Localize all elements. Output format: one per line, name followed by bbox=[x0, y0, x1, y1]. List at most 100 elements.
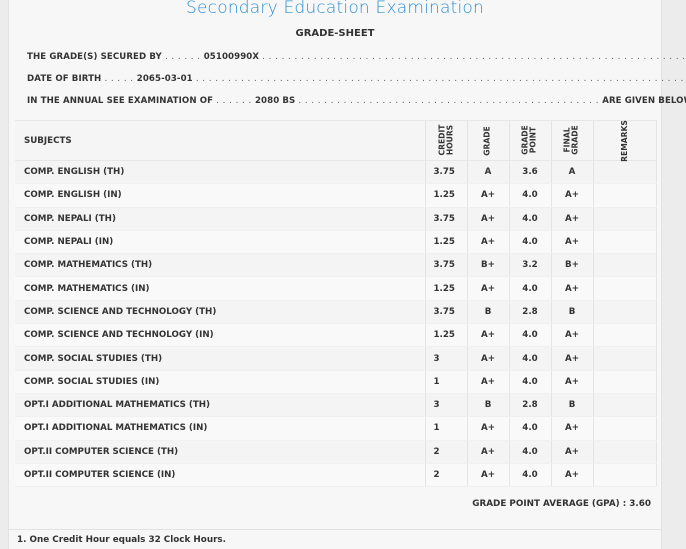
table-row: COMP. MATHEMATICS (IN) 1.25 A+ 4.0 A+ bbox=[15, 276, 657, 301]
grade-cell: A+ bbox=[466, 183, 509, 208]
grade-sheet: Secondary Education Examination GRADE-SH… bbox=[8, 0, 686, 549]
grade-cell: A+ bbox=[466, 463, 509, 488]
subject-cell: COMP. SCIENCE AND TECHNOLOGY (IN) bbox=[15, 323, 425, 348]
grade-cell: A+ bbox=[466, 346, 509, 371]
dot-leader: . . . . . bbox=[104, 74, 137, 84]
grade-point-cell: 4.0 bbox=[508, 463, 551, 488]
exam-label: IN THE ANNUAL SEE EXAMINATION OF bbox=[27, 96, 214, 106]
subject-cell: COMP. SOCIAL STUDIES (TH) bbox=[15, 346, 425, 371]
table-row: COMP. ENGLISH (TH) 3.75 A 3.6 A bbox=[15, 160, 657, 185]
final-grade-cell: A+ bbox=[550, 416, 593, 441]
subject-cell: COMP. ENGLISH (TH) bbox=[15, 160, 425, 185]
final-grade-cell: A+ bbox=[550, 276, 593, 301]
remarks-cell bbox=[592, 253, 657, 278]
credit-hours-cell: 3.75 bbox=[424, 160, 467, 185]
dot-leader: . . . . . . . . . . . . . . . . . . . . … bbox=[262, 52, 686, 62]
remarks-cell bbox=[592, 370, 657, 394]
remarks-cell bbox=[592, 183, 657, 208]
info-exam: IN THE ANNUAL SEE EXAMINATION OF . . . .… bbox=[27, 96, 686, 106]
final-grade-cell: A+ bbox=[550, 207, 593, 231]
credit-hours-cell: 1.25 bbox=[424, 230, 467, 255]
credit-hours-cell: 2 bbox=[424, 440, 467, 464]
remarks-cell bbox=[592, 463, 657, 488]
grade-point-cell: 2.8 bbox=[508, 300, 551, 325]
table-row: COMP. SOCIAL STUDIES (IN) 1 A+ 4.0 A+ bbox=[15, 370, 657, 394]
grade-point-cell: 4.0 bbox=[508, 440, 551, 464]
header-grade-label: GRADE bbox=[482, 125, 492, 156]
exam-suffix: ARE GIVEN BELOW bbox=[602, 96, 686, 106]
credit-hours-cell: 3 bbox=[424, 346, 467, 371]
table-row: COMP. NEPALI (TH) 3.75 A+ 4.0 A+ bbox=[15, 207, 657, 231]
table-body: COMP. ENGLISH (TH) 3.75 A 3.6 A COMP. ENGLISH… bbox=[15, 160, 657, 488]
header-remarks: REMARKS bbox=[592, 119, 657, 162]
final-grade-cell: A+ bbox=[550, 323, 593, 348]
remarks-cell bbox=[592, 440, 657, 464]
grades-table: SUBJECTS CREDIT HOURS GRADE GRADE POINT FI… bbox=[15, 119, 657, 488]
table-row: COMP. SOCIAL STUDIES (TH) 3 A+ 4.0 A+ bbox=[15, 346, 657, 371]
grades-table-container: SUBJECTS CREDIT HOURS GRADE GRADE POINT FI… bbox=[15, 119, 657, 488]
final-grade-cell: A+ bbox=[550, 370, 593, 394]
grade-cell: A+ bbox=[466, 323, 509, 348]
subject-cell: COMP. MATHEMATICS (TH) bbox=[15, 253, 425, 278]
grade-cell: A+ bbox=[466, 276, 509, 301]
grade-point-cell: 4.0 bbox=[508, 346, 551, 371]
header-final-grade: FINAL GRADE bbox=[550, 120, 593, 161]
subject-cell: COMP. NEPALI (TH) bbox=[15, 207, 425, 231]
grade-cell: A+ bbox=[466, 207, 509, 231]
grade-cell: B bbox=[466, 300, 509, 325]
grade-point-cell: 4.0 bbox=[508, 323, 551, 348]
table-row: COMP. SCIENCE AND TECHNOLOGY (IN) 1.25 A+ 4… bbox=[15, 323, 657, 348]
credit-hours-cell: 1.25 bbox=[424, 183, 467, 208]
subject-cell: OPT.I ADDITIONAL MATHEMATICS (TH) bbox=[15, 393, 425, 418]
dot-leader: . . . . . . . . . . . . . . . . . . . . … bbox=[195, 74, 686, 84]
table-row: OPT.II COMPUTER SCIENCE (TH) 2 A+ 4.0 A+ bbox=[15, 440, 657, 464]
remarks-cell bbox=[592, 300, 657, 325]
table-row: COMP. SCIENCE AND TECHNOLOGY (TH) 3.75 B 2.… bbox=[15, 300, 657, 325]
grade-point-cell: 4.0 bbox=[508, 370, 551, 394]
credit-hours-cell: 1.25 bbox=[424, 323, 467, 348]
grade-cell: A bbox=[466, 160, 509, 185]
remarks-cell bbox=[592, 393, 657, 418]
info-secured-by: THE GRADE(S) SECURED BY . . . . . . 0510… bbox=[27, 52, 686, 62]
subject-cell: COMP. SOCIAL STUDIES (IN) bbox=[15, 370, 425, 394]
subject-cell: OPT.I ADDITIONAL MATHEMATICS (IN) bbox=[15, 416, 425, 441]
credit-hours-cell: 1 bbox=[424, 416, 467, 441]
remarks-cell bbox=[592, 346, 657, 371]
table-row: COMP. MATHEMATICS (TH) 3.75 B+ 3.2 B+ bbox=[15, 253, 657, 278]
final-grade-cell: A+ bbox=[550, 440, 593, 464]
grade-point-cell: 4.0 bbox=[508, 416, 551, 441]
final-grade-cell: A+ bbox=[550, 183, 593, 208]
credit-hours-cell: 3.75 bbox=[424, 300, 467, 325]
subject-cell: OPT.II COMPUTER SCIENCE (TH) bbox=[15, 440, 425, 464]
remarks-cell bbox=[592, 207, 657, 231]
subject-cell: COMP. SCIENCE AND TECHNOLOGY (TH) bbox=[15, 300, 425, 325]
final-grade-cell: A+ bbox=[550, 230, 593, 255]
exam-value: 2080 BS bbox=[254, 96, 296, 106]
final-grade-cell: A+ bbox=[550, 346, 593, 371]
subject-cell: OPT.II COMPUTER SCIENCE (IN) bbox=[15, 463, 425, 488]
header-remarks-label: REMARKS bbox=[619, 119, 629, 162]
remarks-cell bbox=[592, 276, 657, 301]
credit-hours-cell: 3 bbox=[424, 393, 467, 418]
credit-hours-cell: 3.75 bbox=[424, 253, 467, 278]
divider bbox=[9, 529, 661, 530]
grade-cell: A+ bbox=[466, 416, 509, 441]
table-row: OPT.I ADDITIONAL MATHEMATICS (IN) 1 A+ 4.0 A… bbox=[15, 416, 657, 441]
page-title: Secondary Education Examination bbox=[186, 0, 484, 18]
remarks-cell bbox=[592, 416, 657, 441]
remarks-cell bbox=[592, 323, 657, 348]
remarks-cell bbox=[592, 160, 657, 185]
dob-value: 2065-03-01 bbox=[136, 74, 193, 84]
subject-cell: COMP. NEPALI (IN) bbox=[15, 230, 425, 255]
dot-leader: . . . . . . . . . . . . . . . . . . . . … bbox=[298, 96, 603, 106]
grade-point-cell: 3.6 bbox=[508, 160, 551, 185]
header-subjects: SUBJECTS bbox=[15, 120, 425, 161]
gpa-summary: GRADE POINT AVERAGE (GPA) : 3.60 bbox=[472, 499, 651, 509]
grade-cell: B bbox=[466, 393, 509, 418]
sheet-subtitle: GRADE-SHEET bbox=[295, 28, 375, 39]
header-grade-point-label: GRADE POINT bbox=[520, 125, 538, 155]
grade-cell: A+ bbox=[466, 230, 509, 255]
info-dob: DATE OF BIRTH . . . . . 2065-03-01 . . .… bbox=[27, 74, 686, 84]
header-final-grade-label: FINAL GRADE bbox=[562, 125, 580, 155]
final-grade-cell: B bbox=[550, 300, 593, 325]
